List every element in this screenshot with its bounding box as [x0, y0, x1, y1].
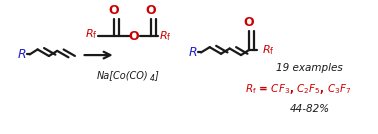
- Text: 44-82%: 44-82%: [290, 104, 330, 114]
- Text: Na[Co(CO): Na[Co(CO): [96, 70, 148, 80]
- Text: 4: 4: [150, 74, 155, 83]
- Text: $\bf{O}$: $\bf{O}$: [129, 29, 140, 42]
- Text: $\bf{O}$: $\bf{O}$: [108, 4, 121, 17]
- Text: 19 examples: 19 examples: [276, 63, 343, 73]
- Text: $\bf{O}$: $\bf{O}$: [243, 16, 255, 29]
- Text: $\it{R}_{\rm f}$: $\it{R}_{\rm f}$: [159, 29, 172, 43]
- Text: ]: ]: [154, 70, 158, 80]
- Text: $\it{R}_{\rm f}$ = $\it{CF_3}$, $\it{C_2F_5}$, $\it{C_3F_7}$: $\it{R}_{\rm f}$ = $\it{CF_3}$, $\it{C_2…: [245, 82, 352, 96]
- Text: $\it{R}$: $\it{R}$: [188, 46, 198, 59]
- Text: $\bf{O}$: $\bf{O}$: [145, 4, 157, 17]
- Text: $\it{R}_{\rm f}$: $\it{R}_{\rm f}$: [262, 43, 274, 57]
- Text: $\it{R}$: $\it{R}$: [17, 48, 26, 61]
- Text: $\it{R}_{\rm f}$: $\it{R}_{\rm f}$: [85, 27, 98, 41]
